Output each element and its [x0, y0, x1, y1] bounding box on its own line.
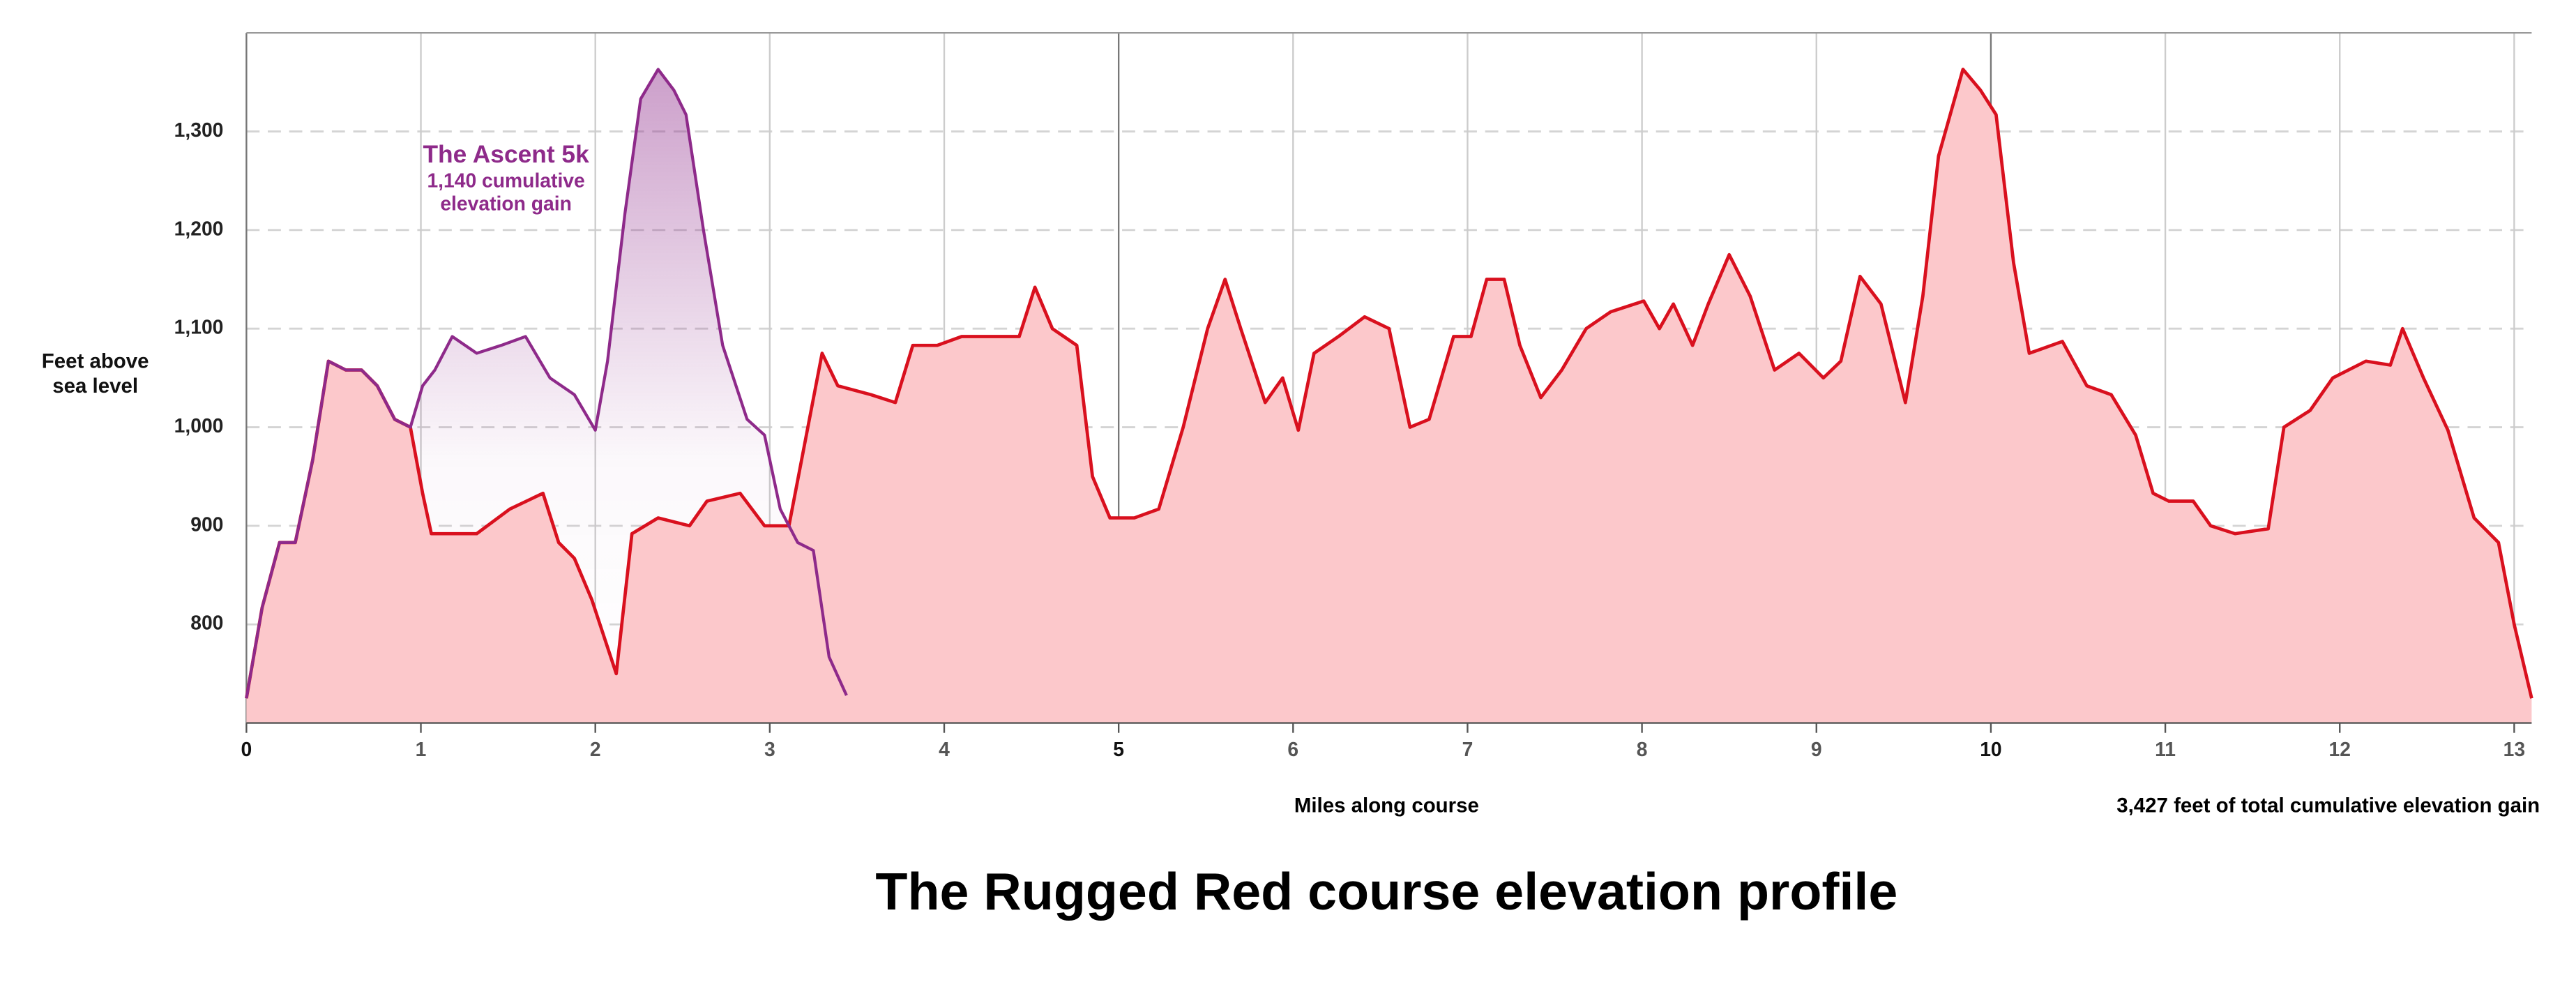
x-tick-label: 5: [1113, 738, 1124, 760]
line: [245, 68, 848, 699]
x-axis-label: Miles along course: [1294, 794, 1479, 817]
x-tick-label: 7: [1462, 738, 1473, 760]
chart-title: The Rugged Red course elevation profile: [875, 862, 1897, 921]
x-tick-label: 1: [416, 738, 427, 760]
x-tick-label: 12: [2329, 738, 2351, 760]
x-tick-label: 9: [1811, 738, 1822, 760]
y-tick-label: 900: [190, 513, 223, 535]
x-tick-label: 4: [939, 738, 950, 760]
x-tick-label: 8: [1637, 738, 1648, 760]
x-tick-label: 2: [590, 738, 601, 760]
x-tick-label: 10: [1980, 738, 2001, 760]
y-tick-label: 1,100: [174, 316, 224, 338]
line: [245, 68, 2533, 699]
x-tick-label: 11: [2155, 738, 2176, 760]
annotation: 3,427 feet of total cumulative elevation…: [2116, 794, 2540, 817]
area-fill: [246, 69, 2532, 723]
x-tick-label: 13: [2503, 738, 2525, 760]
y-axis-label: Feet above sea level: [41, 349, 149, 398]
series-label: The Ascent 5k: [423, 141, 589, 169]
x-tick-label: 6: [1287, 738, 1298, 760]
x-tick-label: 3: [764, 738, 775, 760]
y-tick-label: 1,300: [174, 119, 224, 141]
x-tick-label: 0: [241, 738, 252, 760]
y-tick-label: 1,000: [174, 414, 224, 437]
annotation: 1,140 cumulative elevation gain: [427, 169, 585, 216]
y-tick-label: 1,200: [174, 217, 224, 239]
y-tick-label: 800: [190, 612, 223, 634]
